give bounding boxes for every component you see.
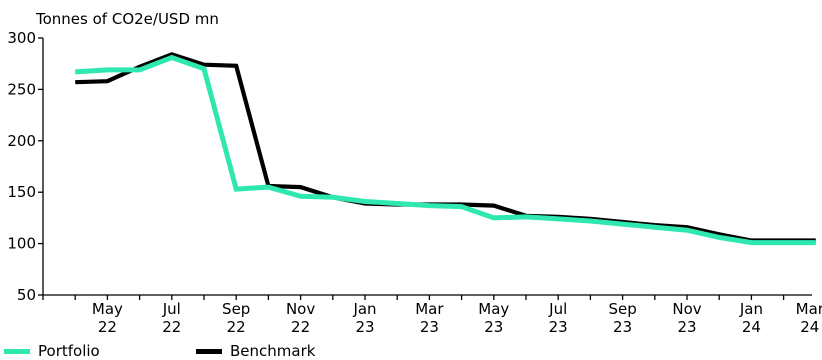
- x-tick-label-month: Nov: [672, 300, 701, 318]
- x-tick-label-month: Jan: [739, 300, 763, 318]
- y-axis-title: Tonnes of CO2e/USD mn: [36, 10, 219, 28]
- series-line-benchmark: [75, 52, 816, 243]
- x-tick-label-year: 22: [162, 318, 181, 336]
- x-tick-label-year: 23: [677, 318, 696, 336]
- line-chart: 50100150200250300May22Jul22Sep22Nov22Jan…: [7, 29, 822, 336]
- x-tick-label-year: 23: [549, 318, 568, 336]
- x-tick-label-month: Jan: [352, 300, 376, 318]
- legend-swatch-benchmark: [196, 348, 222, 354]
- series-layer: [75, 52, 816, 246]
- x-tick-label-year: 24: [800, 318, 819, 336]
- y-tick-label: 200: [7, 132, 36, 150]
- y-tick-label: 300: [7, 29, 36, 47]
- legend-swatch-portfolio: [4, 348, 30, 354]
- x-tick-label-year: 24: [742, 318, 761, 336]
- x-tick-label-year: 23: [420, 318, 439, 336]
- legend-item-benchmark: Benchmark: [196, 342, 315, 360]
- legend-label-portfolio: Portfolio: [38, 342, 100, 360]
- x-tick-label-year: 22: [98, 318, 117, 336]
- y-tick-label: 250: [7, 80, 36, 98]
- x-tick-label-year: 23: [613, 318, 632, 336]
- y-tick-label: 50: [17, 286, 36, 304]
- legend-item-portfolio: Portfolio: [4, 342, 100, 360]
- x-tick-label-year: 22: [227, 318, 246, 336]
- x-tick-label-month: Sep: [222, 300, 250, 318]
- axes: 50100150200250300May22Jul22Sep22Nov22Jan…: [7, 29, 822, 336]
- x-tick-label-month: Nov: [286, 300, 315, 318]
- x-tick-label-month: Sep: [608, 300, 636, 318]
- x-tick-label-year: 22: [291, 318, 310, 336]
- legend: Portfolio Benchmark: [0, 340, 822, 360]
- x-tick-label-month: Mar: [796, 300, 822, 318]
- legend-label-benchmark: Benchmark: [230, 342, 316, 360]
- x-tick-label-month: Mar: [415, 300, 444, 318]
- x-tick-label-month: May: [92, 300, 123, 318]
- series-line-portfolio: [75, 54, 816, 246]
- x-tick-label-month: Jul: [162, 300, 181, 318]
- x-tick-label-year: 23: [355, 318, 374, 336]
- y-tick-label: 100: [7, 235, 36, 253]
- x-tick-label-year: 23: [484, 318, 503, 336]
- x-tick-label-month: Jul: [548, 300, 567, 318]
- y-tick-label: 150: [7, 183, 36, 201]
- x-tick-label-month: May: [478, 300, 509, 318]
